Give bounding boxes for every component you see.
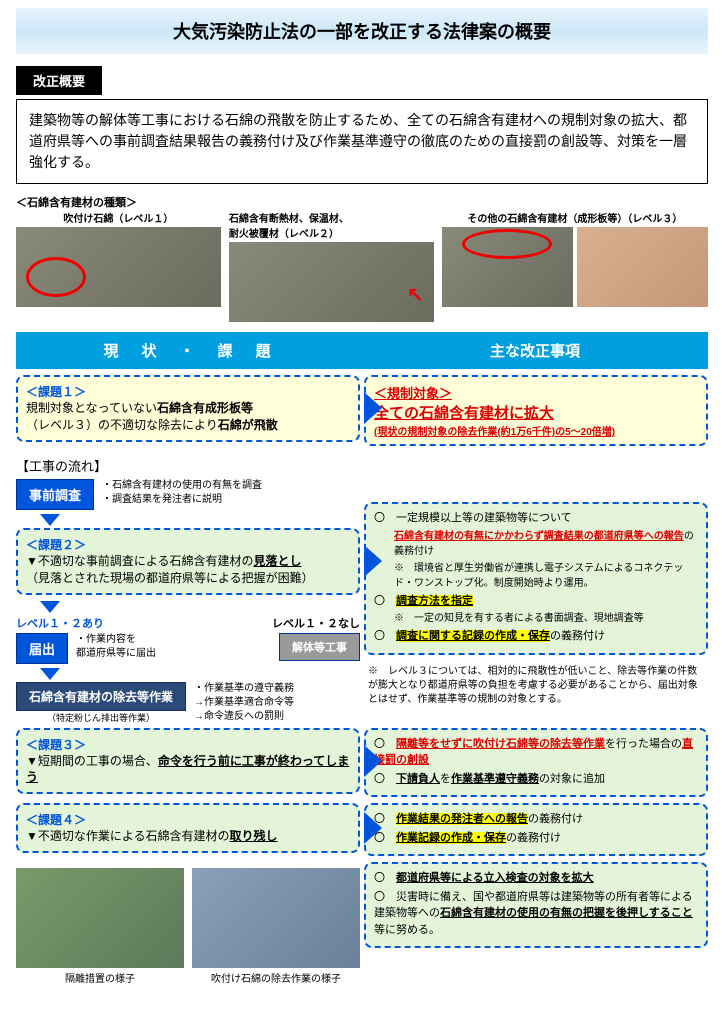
issue4-box: ＜課題４＞ ▼不適切な作業による石綿含有建材の取り残し — [16, 803, 360, 853]
overview-label: 改正概要 — [16, 66, 102, 95]
revision4-box: 〇 作業結果の発注者への報告の義務付け 〇 作業記録の作成・保存の義務付け — [364, 803, 708, 856]
material-level1: 吹付け石綿（レベル１） — [16, 210, 221, 322]
materials-row: 吹付け石綿（レベル１） 石綿含有断熱材、保温材、 耐火被覆材（レベル２） ↖ そ… — [16, 210, 708, 322]
arrow-right-icon — [364, 545, 382, 577]
down-arrow-icon — [40, 601, 60, 613]
flow-removal: 石綿含有建材の除去等作業 （特定粉じん排出等作業） ・作業基準の遵守義務→作業基… — [16, 682, 360, 724]
overview-section: 改正概要 建築物等の解体等工事における石綿の飛散を防止するため、全ての石綿含有建… — [16, 66, 708, 184]
revision3-box: 〇 隔離等をせずに吹付け石綿等の除去等作業を行った場合の直接罰の創設 〇 下請負… — [364, 728, 708, 798]
issue3-box: ＜課題３＞ ▼短期間の工事の場合、命令を行う前に工事が終わってしまう — [16, 728, 360, 795]
revision5-box: 〇 都道府県等による立入検査の対象を拡大 〇 災害時に備え、国や都道府県等は建築… — [364, 862, 708, 948]
arrow-right-icon — [364, 812, 382, 844]
col-header-left: 現 状 ・ 課 題 — [16, 332, 362, 369]
flow-title: 【工事の流れ】 — [16, 456, 360, 475]
flow-notify: 届出 ・作業内容を都道府県等に届出 解体等工事 — [16, 633, 360, 664]
down-arrow-icon — [40, 514, 60, 526]
page-title: 大気汚染防止法の一部を改正する法律案の概要 — [16, 8, 708, 54]
issue2-box: ＜課題２＞ ▼不適切な事前調査による石綿含有建材の見落とし （見落とされた現場の… — [16, 528, 360, 595]
material-level3: その他の石綿含有建材（成形板等）（レベル３） — [442, 210, 708, 322]
materials-header: ＜石綿含有建材の種類＞ — [16, 194, 708, 210]
level-split: レベル１・２あり レベル１・２なし — [16, 615, 360, 631]
arrow-right-icon — [364, 392, 382, 424]
revision1-box: ＜規制対象＞ 全ての石綿含有建材に拡大 (現状の規制対象の除去作業(約1万6千件… — [364, 375, 708, 446]
down-arrow-icon — [40, 668, 60, 680]
col-header-right: 主な改正事項 — [362, 332, 708, 369]
overview-text: 建築物等の解体等工事における石綿の飛散を防止するため、全ての石綿含有建材への規制… — [16, 99, 708, 184]
arrow-right-icon — [364, 745, 382, 777]
column-headers: 現 状 ・ 課 題 主な改正事項 — [16, 332, 708, 369]
level3-note: ※ レベル３については、相対的に飛散性が低いこと、除去等作業の件数が膨大となり都… — [364, 661, 708, 711]
issue1-box: ＜課題１＞ 規制対象となっていない石綿含有成形板等 （レベル３）の不適切な除去に… — [16, 375, 360, 442]
material-level2: 石綿含有断熱材、保温材、 耐火被覆材（レベル２） ↖ — [229, 210, 434, 322]
flow-survey: 事前調査 ・石綿含有建材の使用の有無を調査・調査結果を発注者に説明 — [16, 479, 360, 510]
revision2-box: 〇 一定規模以上等の建築物等について 石綿含有建材の有無にかかわらず調査結果の都… — [364, 502, 708, 655]
bottom-photos: 隔離措置の様子 吹付け石綿の除去作業の様子 — [16, 868, 360, 985]
